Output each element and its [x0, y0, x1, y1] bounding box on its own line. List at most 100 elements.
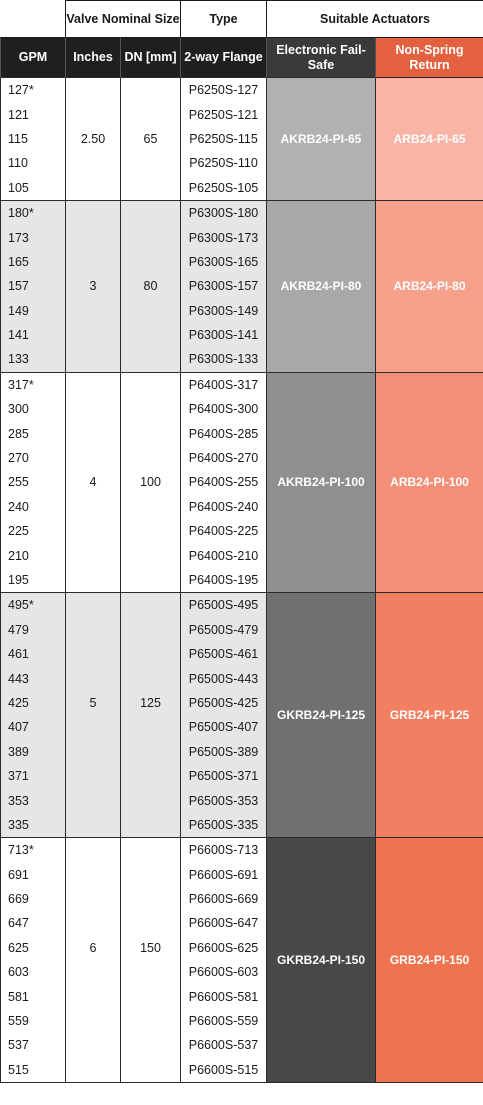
flange-type-cell: P6400S-225 [180, 519, 267, 544]
table-row: 317* P6400S-317 AKRB24-PI-100 ARB24-PI-100 [0, 371, 483, 594]
inches-cell: 2.50 [65, 126, 121, 152]
dn-cell [120, 911, 181, 936]
gpm-cell: 240 [0, 494, 66, 520]
inches-cell [65, 175, 121, 201]
flange-type-cell: P6400S-240 [180, 494, 267, 520]
flange-type-cell: P6500S-389 [180, 739, 267, 764]
dn-cell [120, 371, 181, 398]
dn-cell [120, 862, 181, 887]
gpm-cell: 443 [0, 666, 66, 691]
gpm-cell: 669 [0, 886, 66, 912]
dn-cell [120, 666, 181, 691]
table-row: 240 P6400S-240 [0, 494, 483, 520]
gpm-cell: 165 [0, 249, 66, 275]
table-row: 495* P6500S-495 GKRB24-PI-125 GRB24-PI-125 [0, 592, 483, 839]
table-row: 425 5 125 P6500S-425 [0, 690, 483, 716]
inches-cell [65, 788, 121, 813]
header-non-spring-return: Non-Spring Return [374, 37, 483, 78]
header-row-top: Valve Nominal Size Type Suitable Actuato… [0, 0, 483, 38]
table-row: 335 P6500S-335 [0, 812, 483, 839]
inches-cell: 3 [65, 274, 121, 299]
gpm-cell: 115 [0, 126, 66, 152]
table-row: 127* P6250S-127 AKRB24-PI-65 ARB24-PI-65 [0, 77, 483, 201]
dn-cell [120, 543, 181, 568]
table-row: 479 P6500S-479 [0, 617, 483, 642]
inches-cell: 4 [65, 470, 121, 495]
inches-cell [65, 347, 121, 373]
table-row: 225 P6400S-225 [0, 519, 483, 544]
inches-cell [65, 763, 121, 789]
dn-cell [120, 763, 181, 789]
dn-cell [120, 199, 181, 226]
inches-cell [65, 199, 121, 226]
dn-cell [120, 715, 181, 740]
non-spring-actuator-cell: ARB24-PI-65 [374, 77, 483, 201]
dn-cell [120, 225, 181, 250]
inches-cell [65, 494, 121, 520]
table-row: 157 3 80 P6300S-157 [0, 274, 483, 299]
inches-cell [65, 1057, 121, 1084]
gpm-cell: 389 [0, 739, 66, 764]
gpm-cell: 127* [0, 77, 66, 103]
flange-type-cell: P6600S-647 [180, 911, 267, 936]
dn-cell [120, 1008, 181, 1034]
flange-type-cell: P6250S-127 [180, 77, 267, 103]
flange-type-cell: P6400S-195 [180, 567, 267, 594]
header-type: Type [180, 0, 267, 38]
non-spring-actuator-cell: GRB24-PI-150 [374, 837, 483, 1084]
table-row: 581 P6600S-581 [0, 984, 483, 1009]
inches-cell [65, 421, 121, 446]
flange-type-cell: P6500S-335 [180, 812, 267, 839]
dn-cell [120, 298, 181, 323]
table-row: 210 P6400S-210 [0, 543, 483, 568]
dn-cell: 125 [120, 690, 181, 716]
gpm-cell: 255 [0, 470, 66, 495]
flange-type-cell: P6600S-559 [180, 1008, 267, 1034]
flange-type-cell: P6500S-479 [180, 617, 267, 642]
header-inches: Inches [65, 37, 121, 78]
table-row: 691 P6600S-691 [0, 862, 483, 887]
gpm-cell: 285 [0, 421, 66, 446]
flange-type-cell: P6600S-537 [180, 1033, 267, 1058]
gpm-cell: 270 [0, 445, 66, 471]
dn-cell [120, 567, 181, 594]
gpm-cell: 141 [0, 322, 66, 348]
gpm-cell: 479 [0, 617, 66, 642]
dn-cell [120, 175, 181, 201]
header-fail-safe: Electronic Fail-Safe [266, 37, 376, 78]
table-row: 353 P6500S-353 [0, 788, 483, 813]
dn-cell [120, 519, 181, 544]
gpm-cell: 603 [0, 960, 66, 985]
inches-cell [65, 225, 121, 250]
flange-type-cell: P6300S-180 [180, 199, 267, 226]
dn-cell [120, 1033, 181, 1058]
dn-cell [120, 617, 181, 642]
dn-cell [120, 592, 181, 618]
table-row: 371 P6500S-371 [0, 763, 483, 789]
dn-cell [120, 77, 181, 103]
gpm-cell: 110 [0, 151, 66, 176]
flange-type-cell: P6600S-603 [180, 960, 267, 985]
header-blank-cell [0, 0, 66, 38]
gpm-cell: 210 [0, 543, 66, 568]
flange-type-cell: P6300S-173 [180, 225, 267, 250]
gpm-cell: 425 [0, 690, 66, 716]
gpm-cell: 173 [0, 225, 66, 250]
fail-safe-actuator-cell: GKRB24-PI-150 [266, 837, 376, 1084]
table-row: 141 P6300S-141 [0, 322, 483, 348]
flange-type-cell: P6500S-425 [180, 690, 267, 716]
inches-cell [65, 1033, 121, 1058]
inches-cell [65, 1008, 121, 1034]
flange-type-cell: P6300S-141 [180, 322, 267, 348]
flange-type-cell: P6600S-515 [180, 1057, 267, 1084]
table-row: 149 P6300S-149 [0, 298, 483, 323]
gpm-cell: 461 [0, 641, 66, 667]
flange-type-cell: P6250S-105 [180, 175, 267, 201]
dn-cell [120, 960, 181, 985]
table-row: 389 P6500S-389 [0, 739, 483, 764]
header-valve-nominal-size: Valve Nominal Size [65, 0, 181, 38]
table-row: 625 6 150 P6600S-625 [0, 935, 483, 961]
flange-type-cell: P6400S-317 [180, 371, 267, 398]
dn-cell [120, 812, 181, 839]
inches-cell [65, 322, 121, 348]
